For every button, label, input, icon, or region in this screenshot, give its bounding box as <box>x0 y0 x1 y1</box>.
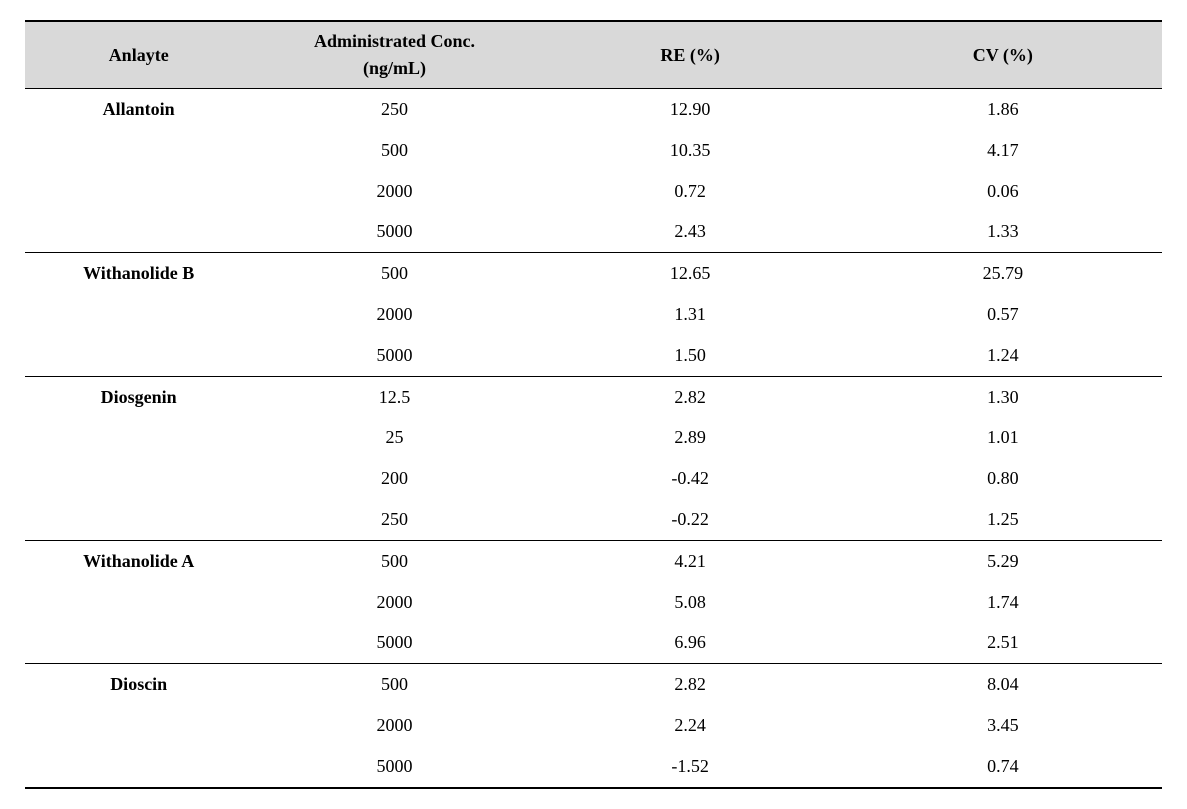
cell-conc: 12.5 <box>252 376 536 417</box>
cell-re: 12.90 <box>537 89 844 130</box>
cell-conc: 250 <box>252 499 536 540</box>
cell-re: 1.31 <box>537 294 844 335</box>
table-row: 5000 6.96 2.51 <box>25 622 1162 663</box>
cell-analyte <box>25 582 252 623</box>
table-row: 2000 5.08 1.74 <box>25 582 1162 623</box>
cell-re: 1.50 <box>537 335 844 376</box>
cell-re: 12.65 <box>537 253 844 294</box>
cell-analyte <box>25 335 252 376</box>
cell-conc: 250 <box>252 89 536 130</box>
cell-analyte <box>25 499 252 540</box>
cell-cv: 2.51 <box>844 622 1162 663</box>
cell-cv: 4.17 <box>844 130 1162 171</box>
cell-re: 2.43 <box>537 211 844 252</box>
cell-conc: 5000 <box>252 746 536 788</box>
header-conc-line1: Administrated Conc. <box>314 31 475 51</box>
cell-analyte: Dioscin <box>25 664 252 705</box>
cell-re: 0.72 <box>537 171 844 212</box>
cell-cv: 1.25 <box>844 499 1162 540</box>
table-row: Withanolide B 500 12.65 25.79 <box>25 253 1162 294</box>
table-row: 200 -0.42 0.80 <box>25 458 1162 499</box>
cell-re: -0.22 <box>537 499 844 540</box>
table-row: 5000 2.43 1.33 <box>25 211 1162 252</box>
cell-conc: 500 <box>252 664 536 705</box>
cell-re: 2.82 <box>537 664 844 705</box>
table-row: Withanolide A 500 4.21 5.29 <box>25 540 1162 581</box>
table-row: 250 -0.22 1.25 <box>25 499 1162 540</box>
cell-conc: 5000 <box>252 622 536 663</box>
cell-re: 2.89 <box>537 417 844 458</box>
cell-conc: 200 <box>252 458 536 499</box>
data-table: Anlayte Administrated Conc. (ng/mL) RE (… <box>25 20 1162 789</box>
table-row: 2000 0.72 0.06 <box>25 171 1162 212</box>
cell-conc: 500 <box>252 253 536 294</box>
cell-re: 4.21 <box>537 540 844 581</box>
cell-analyte <box>25 622 252 663</box>
table-row: Dioscin 500 2.82 8.04 <box>25 664 1162 705</box>
table-body: Allantoin 250 12.90 1.86 500 10.35 4.17 … <box>25 89 1162 788</box>
cell-conc: 2000 <box>252 705 536 746</box>
cell-re: 10.35 <box>537 130 844 171</box>
cell-conc: 5000 <box>252 211 536 252</box>
cell-cv: 1.01 <box>844 417 1162 458</box>
header-analyte: Anlayte <box>25 21 252 89</box>
cell-cv: 1.86 <box>844 89 1162 130</box>
cell-conc: 2000 <box>252 171 536 212</box>
table-row: 5000 1.50 1.24 <box>25 335 1162 376</box>
header-re: RE (%) <box>537 21 844 89</box>
header-conc-line2: (ng/mL) <box>363 58 426 78</box>
cell-analyte <box>25 417 252 458</box>
cell-conc: 5000 <box>252 335 536 376</box>
cell-cv: 0.57 <box>844 294 1162 335</box>
cell-conc: 500 <box>252 130 536 171</box>
cell-cv: 0.06 <box>844 171 1162 212</box>
cell-re: 5.08 <box>537 582 844 623</box>
cell-cv: 1.74 <box>844 582 1162 623</box>
cell-analyte <box>25 294 252 335</box>
cell-cv: 5.29 <box>844 540 1162 581</box>
cell-re: -0.42 <box>537 458 844 499</box>
cell-cv: 1.24 <box>844 335 1162 376</box>
cell-cv: 25.79 <box>844 253 1162 294</box>
cell-analyte <box>25 171 252 212</box>
table-row: 2000 1.31 0.57 <box>25 294 1162 335</box>
header-row: Anlayte Administrated Conc. (ng/mL) RE (… <box>25 21 1162 89</box>
table-row: 500 10.35 4.17 <box>25 130 1162 171</box>
cell-cv: 3.45 <box>844 705 1162 746</box>
cell-cv: 8.04 <box>844 664 1162 705</box>
cell-analyte: Diosgenin <box>25 376 252 417</box>
header-cv: CV (%) <box>844 21 1162 89</box>
cell-conc: 25 <box>252 417 536 458</box>
cell-re: 2.24 <box>537 705 844 746</box>
header-conc: Administrated Conc. (ng/mL) <box>252 21 536 89</box>
cell-re: 2.82 <box>537 376 844 417</box>
table-head: Anlayte Administrated Conc. (ng/mL) RE (… <box>25 21 1162 89</box>
cell-conc: 2000 <box>252 582 536 623</box>
cell-analyte <box>25 458 252 499</box>
table-row: Allantoin 250 12.90 1.86 <box>25 89 1162 130</box>
cell-analyte <box>25 746 252 788</box>
cell-analyte: Withanolide B <box>25 253 252 294</box>
cell-cv: 0.74 <box>844 746 1162 788</box>
cell-analyte: Allantoin <box>25 89 252 130</box>
table-row: 5000 -1.52 0.74 <box>25 746 1162 788</box>
cell-conc: 2000 <box>252 294 536 335</box>
table-row: 2000 2.24 3.45 <box>25 705 1162 746</box>
table-row: 25 2.89 1.01 <box>25 417 1162 458</box>
cell-conc: 500 <box>252 540 536 581</box>
cell-analyte: Withanolide A <box>25 540 252 581</box>
cell-analyte <box>25 211 252 252</box>
cell-cv: 1.30 <box>844 376 1162 417</box>
cell-cv: 1.33 <box>844 211 1162 252</box>
cell-cv: 0.80 <box>844 458 1162 499</box>
cell-analyte <box>25 130 252 171</box>
cell-re: 6.96 <box>537 622 844 663</box>
cell-re: -1.52 <box>537 746 844 788</box>
table-row: Diosgenin 12.5 2.82 1.30 <box>25 376 1162 417</box>
cell-analyte <box>25 705 252 746</box>
